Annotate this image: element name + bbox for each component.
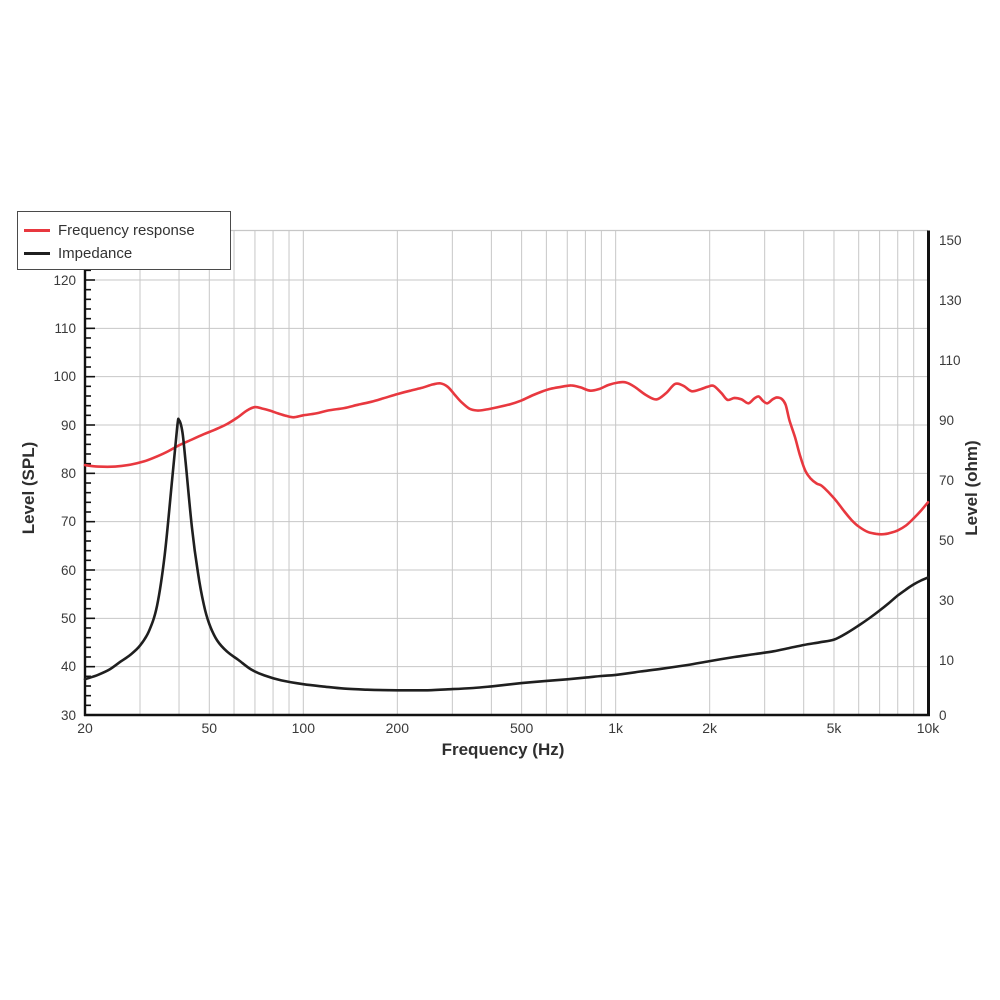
frequency-response-curve bbox=[83, 380, 930, 536]
spl-tick-label: 90 bbox=[60, 417, 76, 433]
freq-tick-label: 5k bbox=[826, 720, 842, 736]
legend-label-impedance: Impedance bbox=[58, 245, 133, 262]
freq-tick-label: 2k bbox=[702, 720, 718, 736]
spl-tick-label: 30 bbox=[60, 707, 76, 723]
spl-tick-label: 60 bbox=[60, 562, 76, 578]
frequency-response-line-swatch bbox=[24, 229, 50, 232]
ohm-tick-label: 50 bbox=[939, 532, 955, 548]
freq-tick-label: 500 bbox=[509, 720, 534, 736]
ohm-tick-label: 90 bbox=[939, 412, 955, 428]
ohm-tick-label: 0 bbox=[939, 707, 947, 723]
freq-tick-label: 100 bbox=[291, 720, 315, 736]
spl-tick-label: 80 bbox=[60, 465, 76, 481]
spl-tick-label: 120 bbox=[53, 272, 76, 288]
legend-label-frequency-response: Frequency response bbox=[58, 222, 195, 239]
spl-tick-label: 50 bbox=[60, 610, 76, 626]
right-axis-title: Level (ohm) bbox=[962, 440, 981, 536]
impedance-curve bbox=[83, 417, 930, 692]
freq-tick-label: 1k bbox=[608, 720, 624, 736]
freq-tick-label: 10k bbox=[916, 720, 940, 736]
ohm-tick-label: 150 bbox=[939, 232, 962, 248]
ohm-tick-label: 110 bbox=[939, 352, 961, 368]
spl-tick-label: 70 bbox=[60, 514, 76, 530]
ohm-tick-label: 10 bbox=[939, 652, 955, 668]
freq-tick-label: 20 bbox=[77, 720, 93, 736]
ohm-tick-label: 70 bbox=[939, 472, 955, 488]
spl-tick-label: 40 bbox=[60, 659, 76, 675]
freq-tick-label: 50 bbox=[201, 720, 218, 736]
freq-tick-label: 200 bbox=[385, 720, 409, 736]
ohm-tick-label: 130 bbox=[939, 292, 962, 308]
impedance-line-swatch bbox=[24, 252, 50, 255]
spl-tick-label: 110 bbox=[54, 320, 76, 336]
legend-item-impedance: Impedance bbox=[24, 242, 230, 265]
legend: Frequency response Impedance bbox=[17, 211, 231, 270]
ohm-tick-label: 30 bbox=[939, 592, 955, 608]
x-axis-title: Frequency (Hz) bbox=[441, 740, 565, 759]
legend-item-frequency-response: Frequency response bbox=[24, 219, 230, 242]
spl-tick-label: 100 bbox=[53, 369, 76, 385]
